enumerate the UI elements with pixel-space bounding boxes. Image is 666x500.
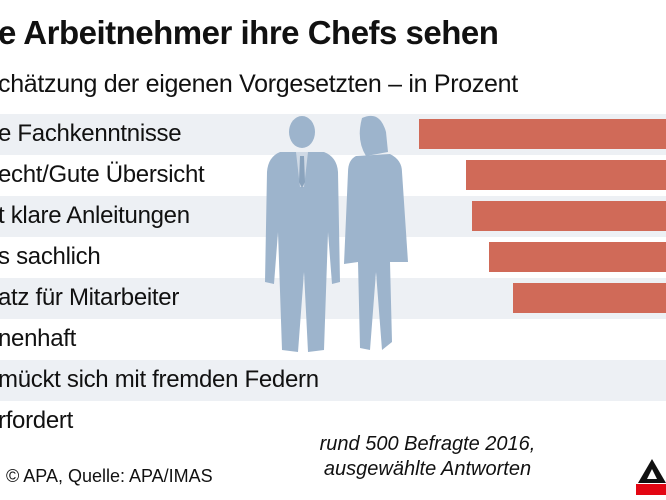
man-tie — [299, 156, 305, 188]
survey-note-line2: ausgewählte Antworten — [323, 458, 532, 480]
category-label: nenhaft — [0, 325, 76, 352]
chart-row — [0, 360, 666, 401]
bar — [489, 242, 666, 272]
woman-body — [344, 154, 408, 350]
category-label: mückt sich mit fremden Federn — [0, 366, 319, 393]
business-people-illustration — [265, 115, 408, 352]
man-body — [265, 152, 340, 352]
woman-head — [359, 115, 388, 156]
category-label: t klare Anleitungen — [0, 202, 190, 229]
category-label: echt/Gute Übersicht — [0, 161, 205, 188]
survey-note-line1: rund 500 Befragte 2016, — [319, 433, 536, 455]
category-label: e Fachkenntnisse — [0, 120, 182, 147]
source-credit: : © APA, Quelle: APA/IMAS — [0, 466, 213, 486]
chart-title: e Arbeitnehmer ihre Chefs sehen — [0, 14, 499, 51]
man-head — [289, 116, 315, 148]
chart-subtitle: chätzung der eigenen Vorgesetzten – in P… — [0, 70, 518, 98]
category-label: s sachlich — [0, 243, 101, 270]
bar — [419, 119, 666, 149]
apa-logo-icon — [636, 459, 666, 495]
bar — [513, 283, 666, 313]
category-label: rfordert — [0, 407, 73, 434]
bar — [472, 201, 666, 231]
category-label: atz für Mitarbeiter — [0, 284, 180, 311]
survey-note: rund 500 Befragte 2016, ausgewählte Antw… — [300, 432, 555, 482]
bar — [466, 160, 666, 190]
